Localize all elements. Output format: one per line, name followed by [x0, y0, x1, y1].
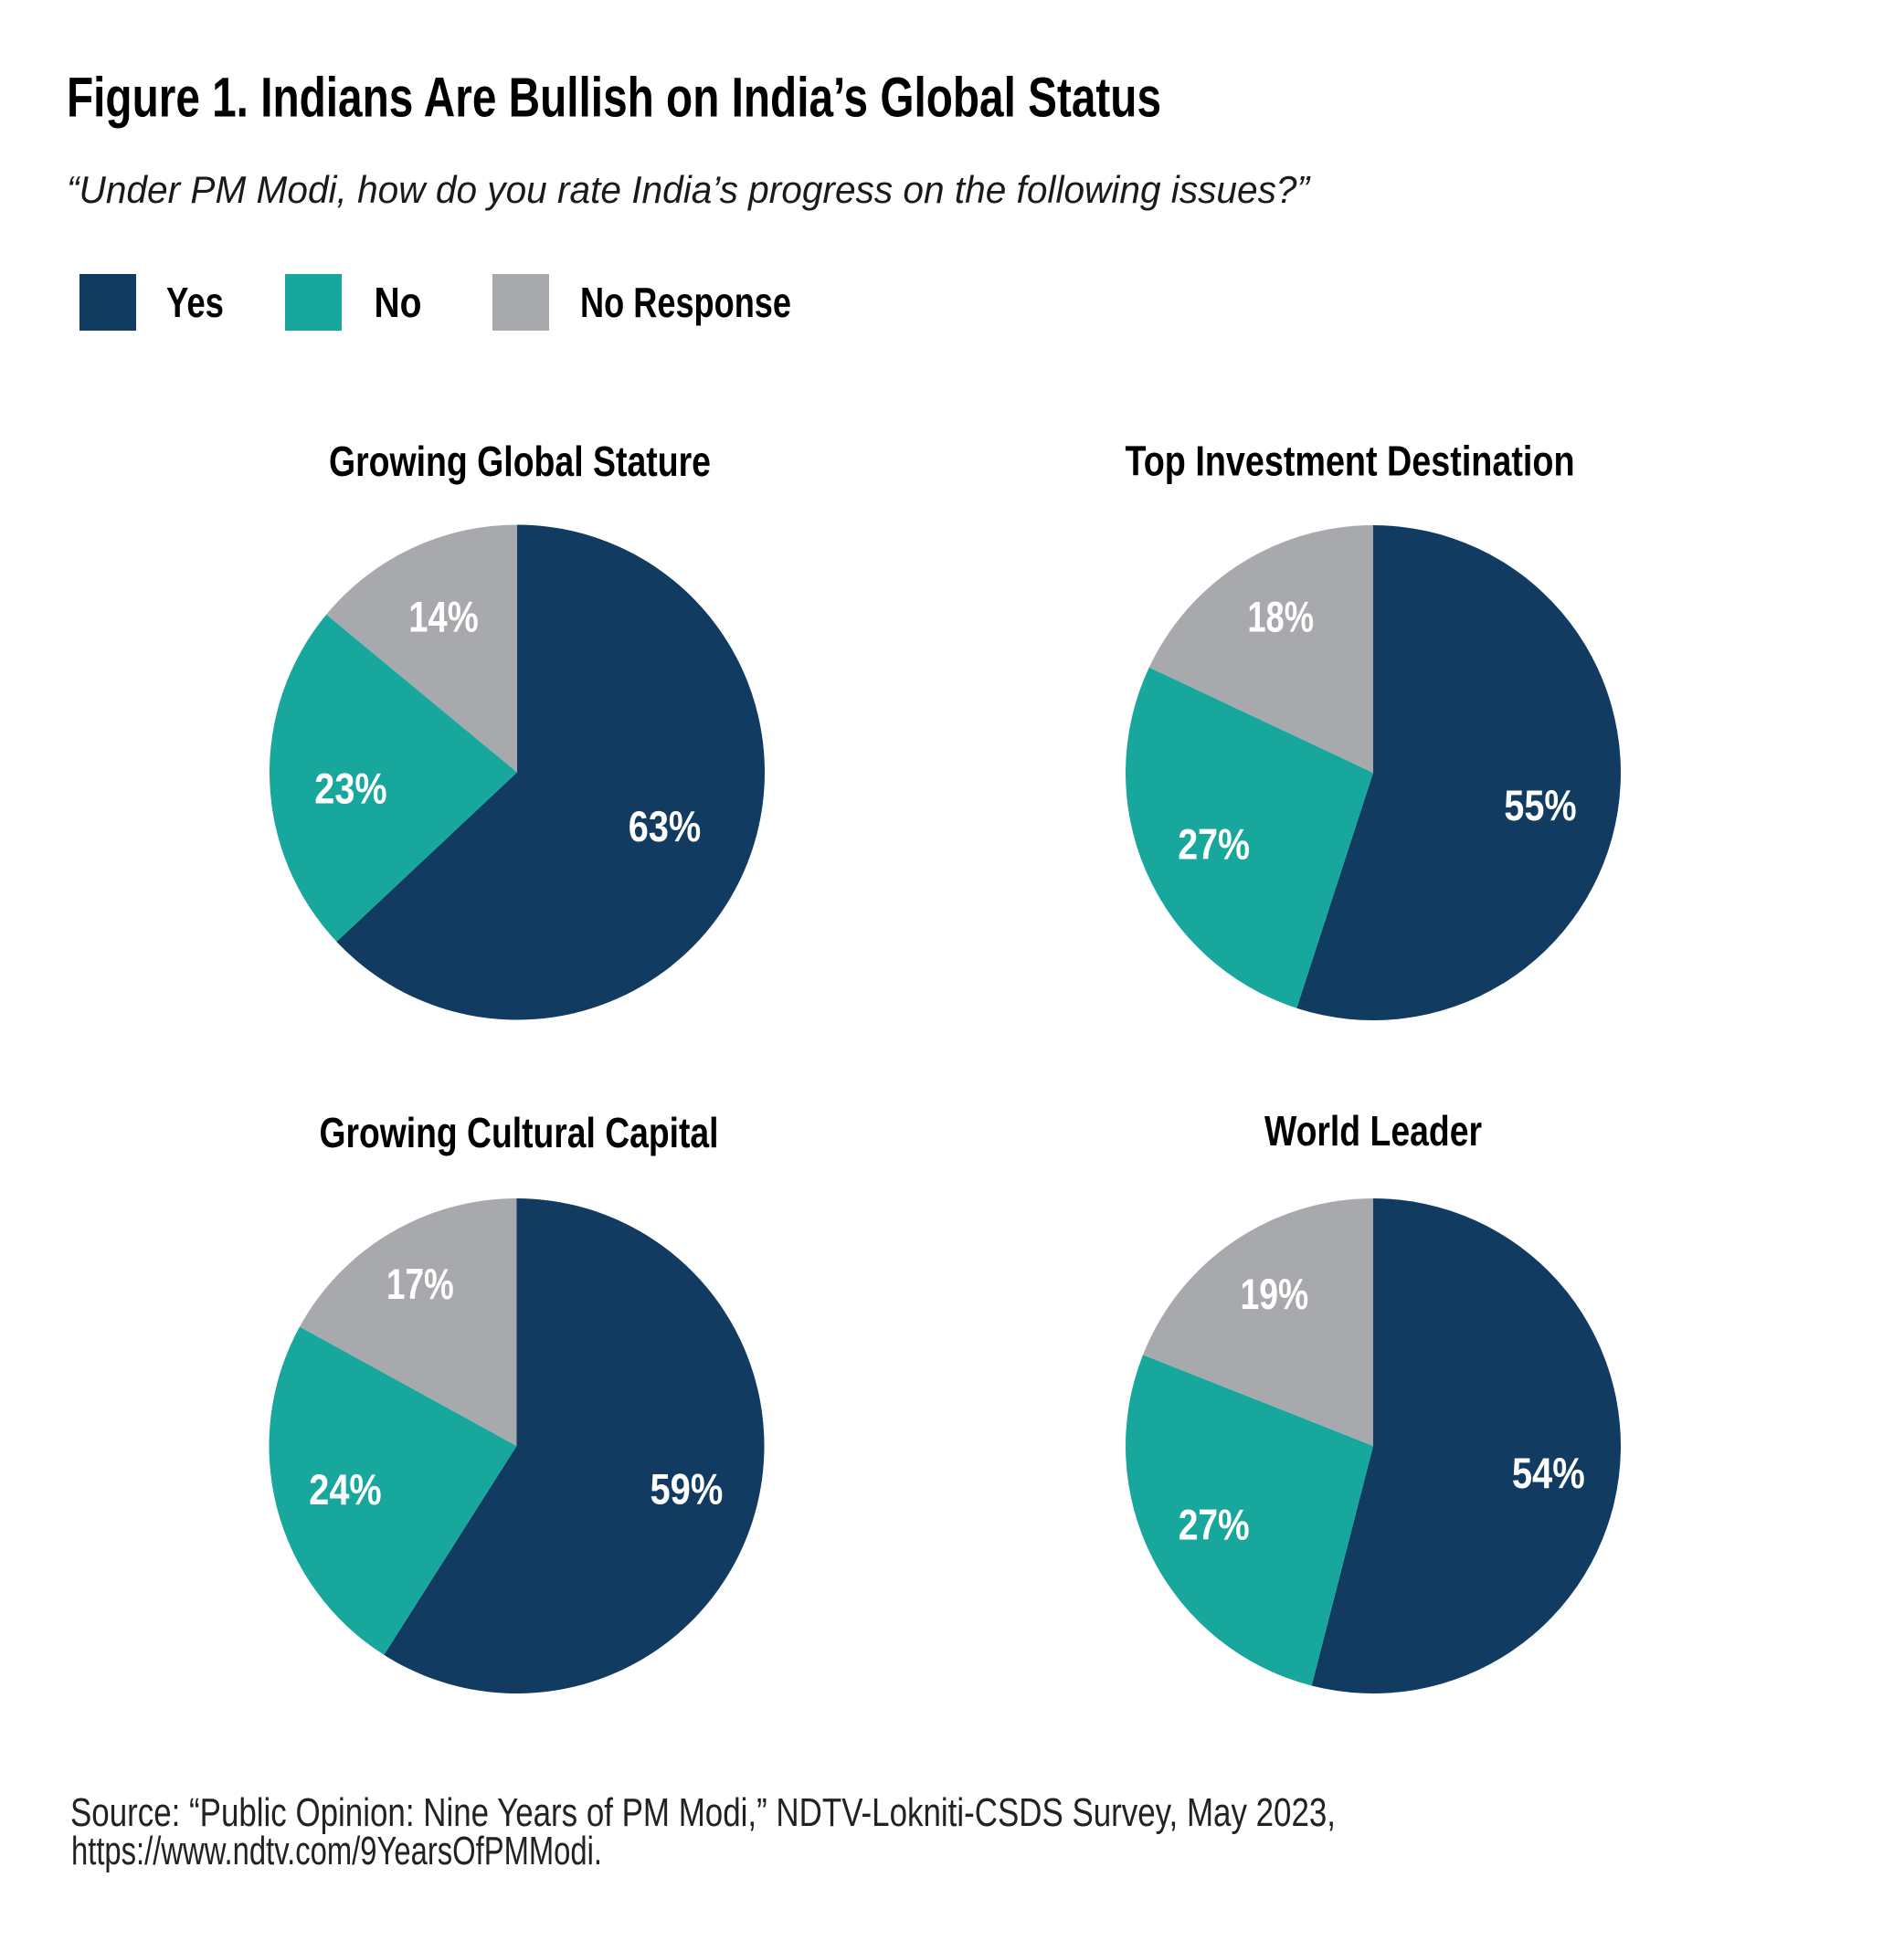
svg-text:Top Investment Destination: Top Investment Destination — [1126, 438, 1575, 485]
svg-text:24%: 24% — [309, 1465, 381, 1514]
svg-text:54%: 54% — [1512, 1449, 1585, 1497]
svg-text:14%: 14% — [408, 592, 479, 640]
svg-text:63%: 63% — [629, 802, 702, 850]
svg-text:Figure 1. Indians Are Bullish: Figure 1. Indians Are Bullish on India’s… — [67, 67, 1161, 129]
svg-text:18%: 18% — [1247, 592, 1314, 640]
svg-text:“Under PM Modi, how do you rat: “Under PM Modi, how do you rate India’s … — [67, 168, 1311, 211]
svg-text:https://www.ndtv.com/9YearsOfP: https://www.ndtv.com/9YearsOfPMModi. — [71, 1829, 602, 1873]
svg-text:19%: 19% — [1240, 1270, 1308, 1318]
svg-text:59%: 59% — [650, 1465, 723, 1514]
svg-text:Yes: Yes — [166, 279, 224, 326]
svg-text:23%: 23% — [314, 765, 386, 813]
svg-text:World Leader: World Leader — [1264, 1107, 1482, 1155]
svg-text:55%: 55% — [1504, 781, 1576, 829]
svg-text:17%: 17% — [386, 1260, 454, 1308]
svg-text:Source: “Public Opinion: Nine: Source: “Public Opinion: Nine Years of P… — [70, 1790, 1336, 1835]
svg-text:27%: 27% — [1179, 1500, 1250, 1548]
svg-text:Growing Global Stature: Growing Global Stature — [329, 438, 711, 485]
svg-text:Growing Cultural Capital: Growing Cultural Capital — [320, 1109, 719, 1156]
svg-text:No Response: No Response — [580, 279, 791, 326]
svg-text:No: No — [375, 279, 422, 326]
svg-text:27%: 27% — [1178, 820, 1250, 869]
